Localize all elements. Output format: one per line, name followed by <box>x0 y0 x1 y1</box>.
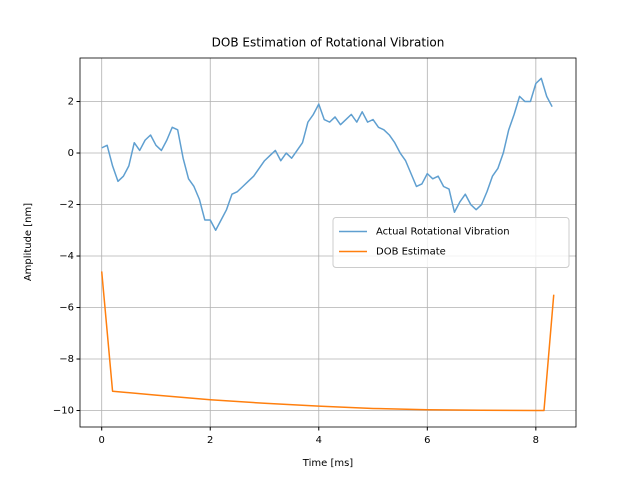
x-tick-label: 0 <box>99 435 105 446</box>
y-tick-label: −2 <box>59 200 74 211</box>
y-tick-label: −6 <box>59 303 74 314</box>
legend-label: DOB Estimate <box>376 247 446 258</box>
legend-box <box>332 217 570 268</box>
x-axis-label: Time [ms] <box>302 458 354 469</box>
y-tick-label: −8 <box>59 354 74 365</box>
y-tick-label: 0 <box>68 148 74 159</box>
x-tick-label: 6 <box>424 435 430 446</box>
x-tick-label: 2 <box>207 435 213 446</box>
axes-frame <box>79 57 577 428</box>
data-line <box>100 271 555 412</box>
chart-title: DOB Estimation of Rotational Vibration <box>212 36 445 50</box>
x-tick-label: 4 <box>316 435 322 446</box>
legend: Actual Rotational Vibration DOB Estimate <box>332 217 570 268</box>
legend-label: Actual Rotational Vibration <box>376 227 510 238</box>
y-tick-label: 2 <box>68 97 74 108</box>
y-tick-label: −4 <box>59 251 74 262</box>
data-line <box>101 77 553 232</box>
x-tick-label: 8 <box>533 435 539 446</box>
y-axis-label: Amplitude [nm] <box>23 203 34 281</box>
y-tick-label: −10 <box>53 406 74 417</box>
